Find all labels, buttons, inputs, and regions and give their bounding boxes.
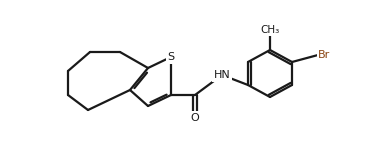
Text: O: O — [191, 113, 199, 123]
Text: S: S — [167, 52, 174, 62]
Text: Br: Br — [318, 50, 330, 60]
Text: HN: HN — [214, 70, 230, 80]
Text: CH₃: CH₃ — [260, 25, 280, 35]
